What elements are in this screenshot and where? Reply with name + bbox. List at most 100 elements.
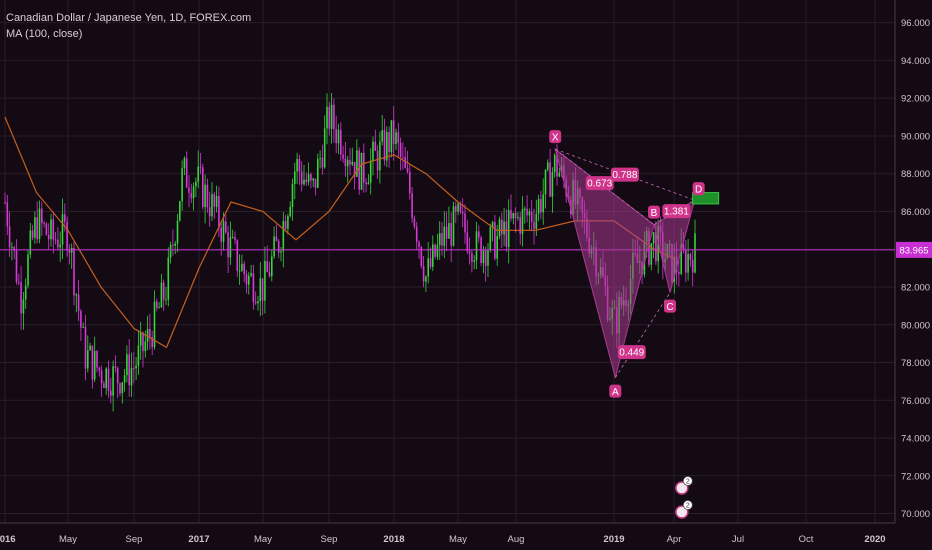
- ma-line: [4, 116, 675, 349]
- y-tick-label: 96.000: [901, 18, 930, 29]
- candle-body: [680, 244, 682, 274]
- candle-body: [404, 157, 406, 168]
- candle-body: [54, 239, 57, 241]
- candle-body: [289, 206, 291, 217]
- candle-body: [461, 211, 464, 214]
- point-badge-c: C: [664, 299, 676, 313]
- candle-body: [96, 351, 98, 368]
- badge-bg: [609, 384, 622, 398]
- x-tick-label: May: [449, 534, 467, 545]
- grid: [0, 0, 896, 524]
- candle-body: [231, 237, 234, 239]
- candle-body: [399, 142, 402, 157]
- candle-body: [351, 161, 354, 165]
- candle-body: [18, 281, 20, 283]
- candle-body: [225, 221, 227, 233]
- candle-body: [204, 184, 206, 208]
- candle-body: [438, 233, 441, 245]
- candle-body: [176, 220, 179, 244]
- y-tick-label: 72.000: [901, 471, 930, 482]
- candle-body: [248, 275, 250, 285]
- candle-body: [510, 210, 512, 219]
- candle-body: [321, 157, 324, 168]
- candle-body: [234, 237, 236, 241]
- candle-body: [326, 106, 328, 129]
- x-tick-label: Sep: [126, 534, 143, 545]
- event-markers[interactable]: 22: [675, 476, 693, 519]
- candle-body: [314, 178, 317, 188]
- candle-body: [254, 302, 257, 304]
- candle-body: [112, 366, 114, 396]
- candle-body: [185, 158, 188, 188]
- candle-body: [238, 270, 241, 272]
- y-tick-label: 90.000: [901, 131, 930, 142]
- candle-body: [514, 212, 517, 218]
- candle-body: [197, 166, 199, 182]
- badge-label: C: [666, 302, 673, 313]
- candle-body: [397, 132, 400, 143]
- ratio-bg: [617, 345, 646, 360]
- candle-body: [694, 233, 696, 273]
- candle-body: [489, 227, 492, 250]
- candle-body: [77, 294, 80, 312]
- candle-body: [682, 244, 685, 250]
- y-tick-label: 70.000: [901, 509, 930, 520]
- candle-body: [432, 244, 434, 267]
- candle-body: [556, 154, 558, 177]
- candle-body: [59, 244, 61, 248]
- candle-body: [549, 162, 551, 197]
- last-price-badge: [896, 241, 932, 258]
- indicator-label[interactable]: MA (100, close): [6, 28, 83, 40]
- marker-count-bg: [682, 500, 693, 510]
- candle-body: [652, 232, 655, 244]
- candle-body: [119, 383, 121, 394]
- candle-body: [282, 221, 285, 252]
- marker-count-bg: [682, 476, 693, 486]
- candle-body: [655, 232, 657, 262]
- ratio-bg: [610, 167, 639, 182]
- candle-body: [388, 131, 390, 153]
- candle-body: [162, 282, 165, 300]
- ratio-label: 0.449: [619, 348, 644, 359]
- y-tick-label: 78.000: [901, 358, 930, 369]
- candle-body: [383, 130, 386, 161]
- candle-body: [151, 337, 153, 348]
- candle-body: [266, 261, 268, 273]
- candle-body: [271, 256, 273, 277]
- marker-count: 2: [686, 503, 690, 510]
- candle-body: [156, 301, 158, 308]
- candle-body: [158, 307, 160, 309]
- candle-body: [213, 194, 216, 207]
- candle-body: [34, 217, 36, 238]
- x-tick-label: May: [59, 534, 77, 545]
- candle-body: [13, 247, 15, 251]
- candle-body: [691, 259, 694, 273]
- price-axis[interactable]: 96.00094.00092.00090.00088.00086.00084.0…: [896, 18, 932, 520]
- candle-body: [367, 182, 370, 185]
- candle-body: [137, 345, 140, 366]
- symbol-title[interactable]: Canadian Dollar / Japanese Yen, 1D, FORE…: [6, 12, 252, 24]
- candle-body: [45, 223, 48, 235]
- candle-body: [372, 141, 374, 161]
- candle-body: [530, 211, 533, 222]
- candle-body: [172, 244, 174, 246]
- candle-body: [8, 226, 11, 248]
- candle-body: [363, 152, 365, 183]
- candle-body: [179, 201, 181, 221]
- candle-body: [374, 141, 377, 151]
- candle-body: [319, 157, 321, 159]
- candle-body: [128, 354, 130, 386]
- ratio-badge: 0.449: [617, 345, 646, 360]
- candle-body: [317, 158, 319, 188]
- candle-body: [305, 179, 308, 183]
- x-tick-label: Jul: [732, 534, 744, 545]
- candle-body: [123, 375, 126, 383]
- candle-body: [494, 222, 496, 259]
- x-tick-label: 2017: [188, 534, 209, 545]
- candle-body: [27, 254, 29, 286]
- candle-body: [153, 301, 156, 348]
- candle-body: [473, 260, 475, 262]
